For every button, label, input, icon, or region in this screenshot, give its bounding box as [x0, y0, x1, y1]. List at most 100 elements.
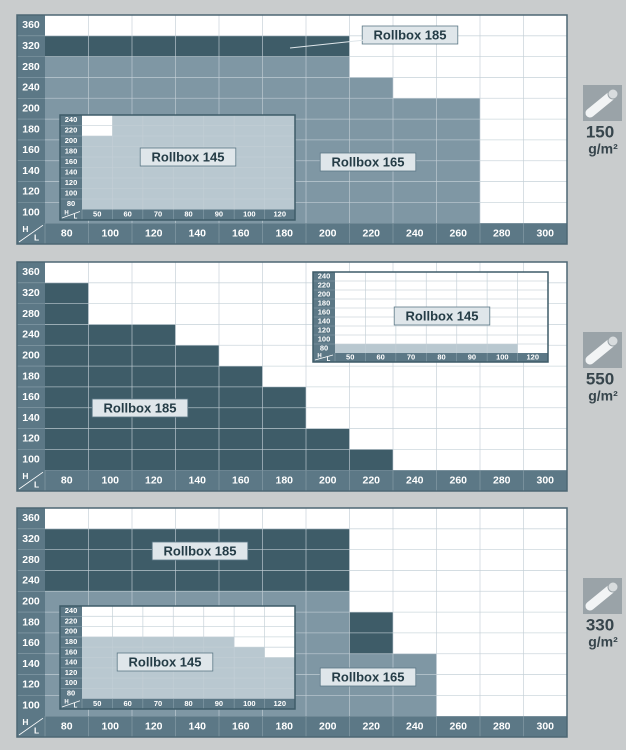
model-label-box — [116, 652, 214, 672]
weight-value: 550 — [586, 369, 614, 388]
l-label: 200 — [319, 474, 337, 486]
l-label: 80 — [437, 352, 445, 361]
l-label: 120 — [274, 210, 287, 219]
h-label: 220 — [65, 126, 78, 135]
pointer — [289, 39, 366, 49]
h-label: 360 — [22, 19, 40, 31]
coverage-area — [82, 136, 113, 210]
l-label: 240 — [406, 227, 424, 239]
l-label: 220 — [362, 474, 380, 486]
h-label: 100 — [22, 700, 40, 712]
h-label: 120 — [22, 433, 40, 445]
l-label: 160 — [232, 227, 250, 239]
model-label-box — [151, 541, 249, 561]
coverage-area — [349, 449, 393, 471]
l-label: 60 — [376, 352, 384, 361]
h-label: 160 — [65, 157, 78, 166]
l-label: 100 — [101, 720, 119, 732]
coverage-area — [45, 282, 89, 471]
corner-h: H — [22, 224, 28, 234]
h-label: 320 — [22, 533, 40, 545]
h-label: 320 — [22, 40, 40, 52]
model-label: Rollbox 165 — [332, 154, 405, 169]
model-label-box — [319, 152, 417, 172]
h-label: 100 — [22, 207, 40, 219]
model-label: Rollbox 145 — [129, 654, 202, 669]
coverage-area — [349, 77, 393, 224]
l-label: 90 — [215, 699, 223, 708]
l-label: 90 — [215, 210, 223, 219]
grid-border — [16, 14, 568, 245]
h-label: 180 — [318, 298, 331, 307]
corner-diagonal — [18, 471, 44, 490]
l-label: 280 — [493, 720, 511, 732]
h-label: 80 — [67, 689, 75, 698]
l-label: 140 — [188, 720, 206, 732]
h-label: 220 — [318, 280, 331, 289]
corner-h: H — [64, 700, 68, 706]
h-label: 180 — [65, 637, 78, 646]
l-label: 80 — [61, 474, 73, 486]
roll-body — [585, 337, 617, 365]
l-label: 60 — [123, 699, 131, 708]
l-label: 100 — [243, 210, 256, 219]
model-label-box — [139, 147, 237, 167]
l-label: 220 — [362, 227, 380, 239]
l-strip — [313, 353, 548, 362]
h-label: 200 — [65, 136, 78, 145]
corner-l: L — [74, 215, 78, 221]
model-label-box — [91, 398, 189, 418]
corner-h: H — [64, 210, 68, 216]
model-label-box — [361, 25, 459, 45]
corner-diagonal — [18, 224, 44, 243]
h-label: 360 — [22, 512, 40, 524]
h-label: 120 — [22, 679, 40, 691]
l-label: 180 — [275, 474, 293, 486]
l-label: 100 — [496, 352, 509, 361]
corner-l: L — [34, 725, 39, 735]
l-label: 60 — [123, 210, 131, 219]
l-label: 300 — [536, 720, 554, 732]
model-label: Rollbox 145 — [406, 308, 479, 323]
l-label: 120 — [145, 227, 163, 239]
model-label: Rollbox 185 — [104, 400, 177, 415]
corner-diagonal — [61, 211, 81, 219]
l-label: 260 — [449, 474, 467, 486]
l-strip — [17, 223, 567, 244]
grid-border — [59, 605, 296, 710]
h-label: 80 — [67, 199, 75, 208]
h-label: 180 — [22, 370, 40, 382]
l-strip — [17, 716, 567, 737]
l-strip — [60, 209, 295, 220]
h-label: 140 — [65, 168, 78, 177]
corner-h: H — [22, 471, 28, 481]
h-label: 100 — [318, 334, 331, 343]
corner-h: H — [22, 717, 28, 727]
l-label: 280 — [493, 227, 511, 239]
h-label: 180 — [22, 616, 40, 628]
h-label: 120 — [65, 178, 78, 187]
h-label: 320 — [22, 287, 40, 299]
model-label: Rollbox 165 — [332, 669, 405, 684]
h-label: 240 — [22, 82, 40, 94]
l-label: 120 — [145, 720, 163, 732]
corner-h: H — [317, 353, 321, 359]
h-label: 200 — [65, 627, 78, 636]
h-strip — [17, 15, 45, 244]
l-label: 180 — [275, 720, 293, 732]
l-label: 260 — [449, 720, 467, 732]
l-label: 80 — [184, 210, 192, 219]
h-strip — [17, 508, 45, 737]
h-label: 200 — [318, 289, 331, 298]
model-label-box — [319, 667, 417, 687]
h-label: 180 — [22, 123, 40, 135]
h-label: 160 — [318, 307, 331, 316]
l-label: 200 — [319, 720, 337, 732]
h-label: 240 — [65, 606, 78, 615]
weight-unit: g/m² — [588, 388, 618, 404]
coverage-area — [219, 366, 263, 471]
h-label: 180 — [65, 147, 78, 156]
h-label: 240 — [65, 115, 78, 124]
weight-value: 330 — [586, 615, 614, 634]
